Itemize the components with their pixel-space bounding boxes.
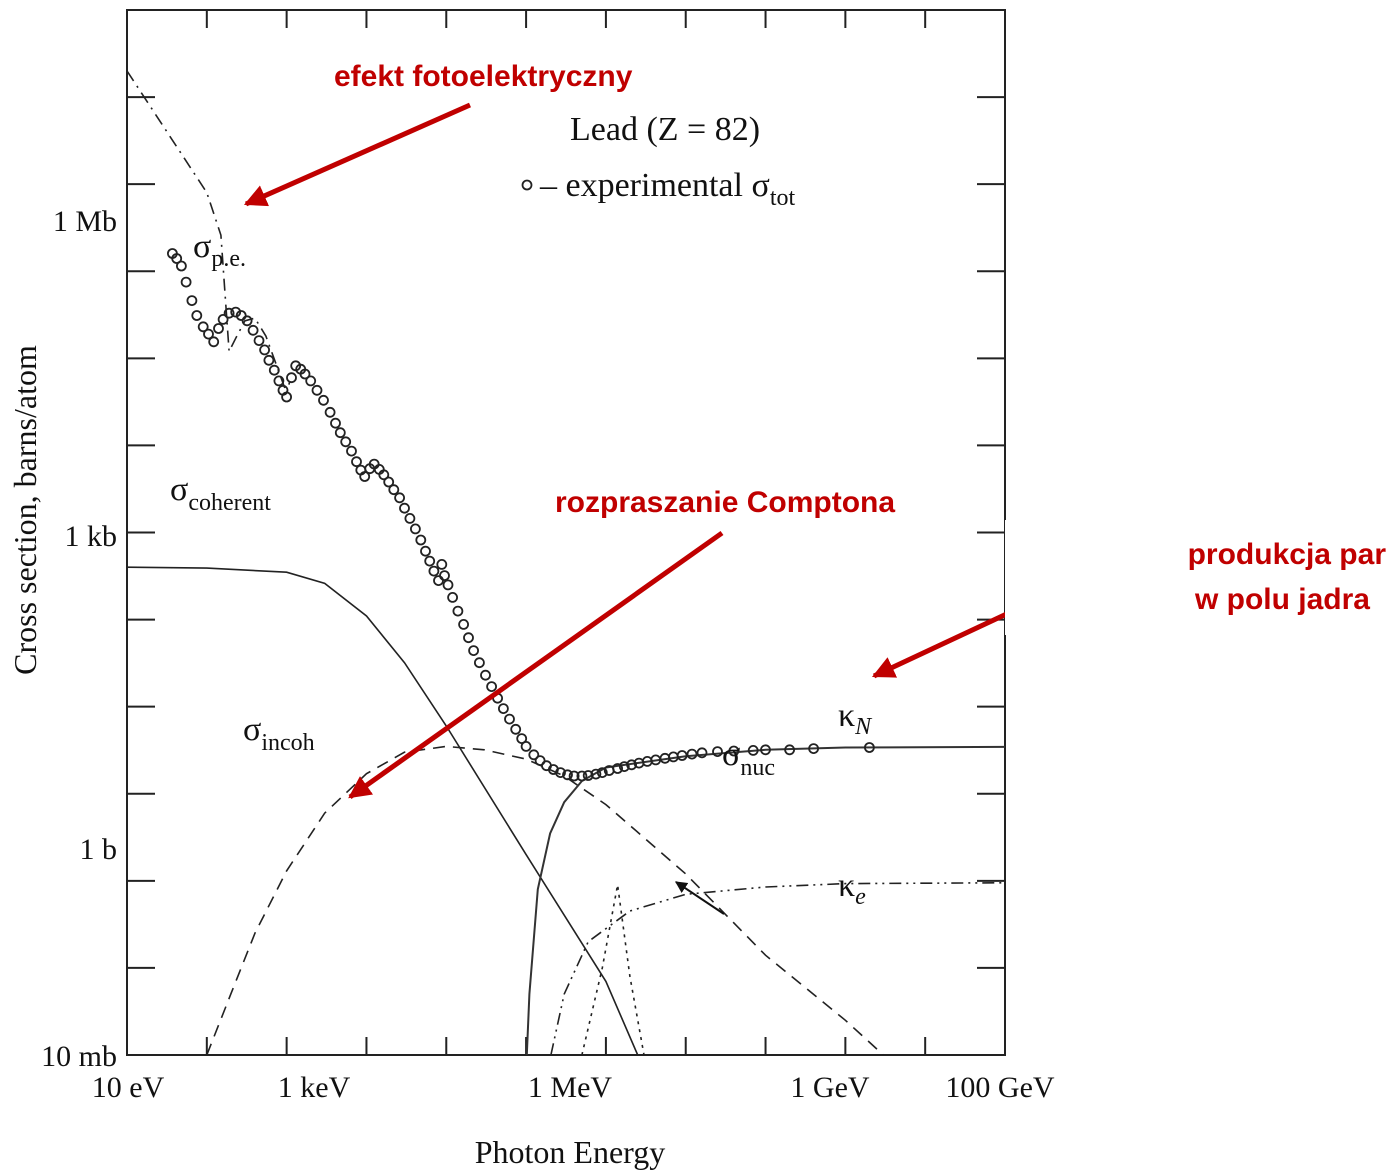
experimental-point [505, 715, 514, 724]
label-sigma-incoh: σincoh [243, 711, 315, 756]
experimental-point [469, 646, 478, 655]
experimental-point [313, 386, 322, 395]
x-tick-label: 1 GeV [790, 1071, 869, 1104]
experimental-point [400, 504, 409, 513]
experimental-point [475, 658, 484, 667]
x-axis-title: Photon Energy [475, 1134, 666, 1170]
experimental-point [319, 396, 328, 405]
experimental-point [287, 373, 296, 382]
curve--e [551, 883, 1005, 1055]
experimental-point [326, 408, 335, 417]
experimental-point [459, 620, 468, 629]
experimental-point [214, 324, 223, 333]
label-sigma-coherent: σcoherent [170, 471, 271, 516]
annotation-compton: rozpraszanie Comptona [555, 486, 895, 519]
experimental-point [405, 514, 414, 523]
annotation-pair-line2: w polu jadra [1194, 583, 1370, 616]
experimental-point [698, 748, 707, 757]
experimental-point [444, 580, 453, 589]
annotation-photoelectric: efekt fotoelektryczny [334, 60, 633, 93]
experimental-point [209, 337, 218, 346]
annotation-pair-line1: produkcja par [1188, 538, 1387, 571]
curve--nuc [582, 885, 644, 1055]
experimental-point [437, 560, 446, 569]
x-tick-label: 1 keV [278, 1071, 351, 1104]
x-tick-label: 1 MeV [528, 1071, 612, 1104]
experimental-point [511, 725, 520, 734]
experimental-point [434, 576, 443, 585]
experimental-point [448, 593, 457, 602]
experimental-point [522, 742, 531, 751]
experimental-point [425, 557, 434, 566]
experimental-point [331, 419, 340, 428]
experimental-point [411, 524, 420, 533]
experimental-point [341, 437, 350, 446]
legend-element: Lead (Z = 82) [570, 111, 760, 148]
experimental-point [249, 326, 258, 335]
experimental-point [177, 262, 186, 271]
experimental-point [416, 536, 425, 545]
photoelectric-arrow [246, 105, 470, 204]
label-kappa-n: κN [838, 697, 873, 740]
experimental-point [347, 447, 356, 456]
experimental-point [187, 296, 196, 305]
experimental-point [336, 428, 345, 437]
y-axis-title: Cross section, barns/atom [7, 345, 43, 675]
experimental-point [464, 633, 473, 642]
experimental-point [440, 571, 449, 580]
experimental-point [389, 485, 398, 494]
y-tick-label: 1 Mb [53, 205, 117, 238]
curve--n [527, 747, 1005, 1055]
experimental-point [395, 493, 404, 502]
experimental-point [487, 682, 496, 691]
experimental-point [429, 567, 438, 576]
x-tick-label: 100 GeV [945, 1071, 1054, 1104]
experimental-point [481, 671, 490, 680]
experimental-point [713, 747, 722, 756]
sigma-nuc-pointer-arrow [676, 882, 724, 914]
label-sigma-nuc: σnuc [722, 736, 775, 781]
experimental-point [255, 336, 264, 345]
experimental-point [260, 345, 269, 354]
label-kappa-e: κe [838, 867, 866, 910]
y-tick-label: 10 mb [41, 1040, 117, 1073]
chart-curves [127, 71, 1005, 1055]
legend-marker-text: – experimental σtot [539, 167, 795, 211]
curve--incoh [207, 746, 884, 1055]
experimental-point [182, 278, 191, 287]
x-tick-label: 10 eV [92, 1071, 165, 1104]
experimental-point [499, 704, 508, 713]
experimental-point [453, 607, 462, 616]
experimental-point [688, 750, 697, 759]
legend-marker-icon [523, 181, 532, 190]
label-sigma-pe: σp.e. [193, 228, 246, 272]
experimental-point [264, 356, 273, 365]
y-tick-label: 1 b [80, 833, 118, 866]
experimental-point [421, 547, 430, 556]
experimental-point [270, 366, 279, 375]
y-tick-label: 1 kb [65, 520, 118, 553]
experimental-point [192, 311, 201, 320]
experimental-point [306, 376, 315, 385]
